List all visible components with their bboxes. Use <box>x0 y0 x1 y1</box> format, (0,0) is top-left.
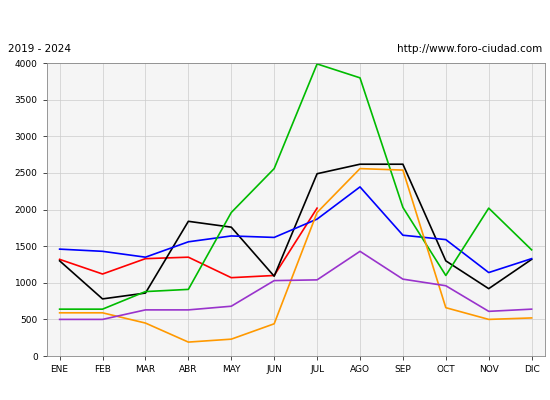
Text: http://www.foro-ciudad.com: http://www.foro-ciudad.com <box>397 44 542 54</box>
Text: 2019 - 2024: 2019 - 2024 <box>8 44 71 54</box>
Text: Evolucion Nº Turistas Nacionales en el municipio de Callosa d'en Sarrià: Evolucion Nº Turistas Nacionales en el m… <box>40 13 510 26</box>
